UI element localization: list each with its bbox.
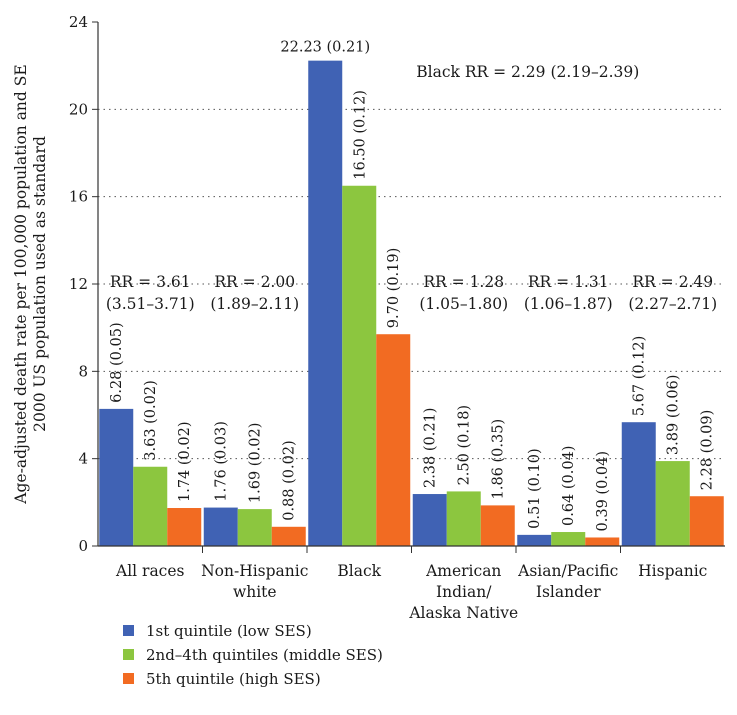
x-category-label: Islander bbox=[536, 583, 601, 601]
rr-annotation: RR = 1.28 bbox=[423, 273, 504, 291]
legend-label: 2nd–4th quintiles (middle SES) bbox=[146, 646, 383, 664]
rr-annotation: Black RR = 2.29 (2.19–2.39) bbox=[416, 63, 639, 81]
bar bbox=[655, 461, 690, 546]
data-labels: 6.28 (0.05) 3.63 (0.02) 1.74 (0.02) RR = 3.… bbox=[106, 40, 717, 532]
data-label: 1.69 (0.02) bbox=[248, 423, 264, 504]
data-label: 3.63 (0.02) bbox=[143, 380, 159, 461]
y-axis-label: Age-adjusted death rate per 100,000 popu… bbox=[12, 64, 30, 504]
rr-annotation: RR = 1.31 bbox=[528, 273, 609, 291]
rr-annotation: RR = 3.61 bbox=[110, 273, 191, 291]
rr-annotation: (1.06–1.87) bbox=[524, 295, 613, 313]
rr-annotation: (1.89–2.11) bbox=[210, 295, 299, 313]
rr-annotation: (3.51–3.71) bbox=[106, 295, 195, 313]
data-label: 5.67 (0.12) bbox=[632, 336, 648, 417]
bar bbox=[585, 537, 620, 546]
x-category-label: Asian/Pacific bbox=[517, 562, 618, 580]
rr-annotation: RR = 2.00 bbox=[214, 273, 295, 291]
bar bbox=[412, 494, 447, 546]
y-tick-label: 16 bbox=[69, 188, 88, 206]
bar bbox=[133, 466, 168, 546]
data-label: 22.23 (0.21) bbox=[280, 40, 370, 56]
bar bbox=[376, 334, 411, 546]
data-label: 0.51 (0.10) bbox=[527, 448, 543, 529]
bar bbox=[203, 507, 238, 546]
bar bbox=[446, 491, 481, 546]
data-label: 1.74 (0.02) bbox=[177, 422, 193, 503]
data-label: 16.50 (0.12) bbox=[352, 90, 368, 180]
rr-annotation: (1.05–1.80) bbox=[419, 295, 508, 313]
x-category-label: Non-Hispanic bbox=[201, 562, 308, 580]
bar bbox=[517, 534, 552, 546]
bar bbox=[167, 508, 202, 546]
x-category-label: white bbox=[233, 583, 277, 601]
legend-swatch bbox=[123, 673, 134, 684]
bars bbox=[99, 60, 724, 547]
data-label: 3.89 (0.06) bbox=[666, 375, 682, 456]
y-tick-label: 4 bbox=[78, 450, 88, 468]
x-category-label: All races bbox=[115, 562, 185, 580]
x-category-label: American bbox=[425, 562, 501, 580]
bar bbox=[621, 422, 656, 546]
data-label: 2.50 (0.18) bbox=[457, 405, 473, 486]
rr-annotation: (2.27–2.71) bbox=[628, 295, 717, 313]
data-label: 9.70 (0.19) bbox=[386, 248, 402, 329]
bar bbox=[551, 532, 586, 546]
x-category-label: Indian/ bbox=[436, 583, 492, 601]
bar bbox=[480, 505, 515, 546]
gridlines bbox=[98, 108, 725, 460]
data-label: 1.76 (0.03) bbox=[214, 421, 230, 502]
data-label: 0.88 (0.02) bbox=[282, 440, 298, 521]
data-label: 6.28 (0.05) bbox=[109, 322, 125, 403]
rr-annotation: RR = 2.49 bbox=[632, 273, 713, 291]
y-tick-label: 12 bbox=[69, 275, 88, 293]
y-tick-label: 20 bbox=[69, 100, 88, 118]
bar bbox=[689, 496, 724, 546]
y-tick-label: 8 bbox=[78, 362, 88, 380]
data-label: 0.39 (0.04) bbox=[595, 451, 611, 532]
bar bbox=[342, 185, 377, 546]
legend-swatch bbox=[123, 625, 134, 636]
y-axis-label: 2000 US population used as standard bbox=[31, 136, 49, 432]
data-label: 2.28 (0.09) bbox=[700, 410, 716, 491]
bar bbox=[237, 509, 272, 546]
data-label: 1.86 (0.35) bbox=[491, 419, 507, 500]
y-tick-label: 24 bbox=[69, 13, 88, 31]
axes: 0 4 8 12 16 20 24 Age-adjusted death rate per 1… bbox=[12, 13, 725, 622]
x-category-label: Hispanic bbox=[638, 562, 707, 580]
x-category-label: Alaska Native bbox=[408, 604, 518, 622]
bar bbox=[308, 60, 343, 547]
legend: 1st quintile (low SES) 2nd–4th quintiles … bbox=[123, 622, 383, 688]
legend-swatch bbox=[123, 649, 134, 660]
y-tick-label: 0 bbox=[78, 537, 88, 555]
bar bbox=[99, 408, 134, 546]
x-category-label: Black bbox=[337, 562, 381, 580]
data-label: 2.38 (0.21) bbox=[423, 408, 439, 489]
data-label: 0.64 (0.04) bbox=[561, 446, 577, 527]
bar bbox=[271, 526, 306, 546]
legend-label: 5th quintile (high SES) bbox=[146, 670, 321, 688]
legend-label: 1st quintile (low SES) bbox=[146, 622, 312, 640]
